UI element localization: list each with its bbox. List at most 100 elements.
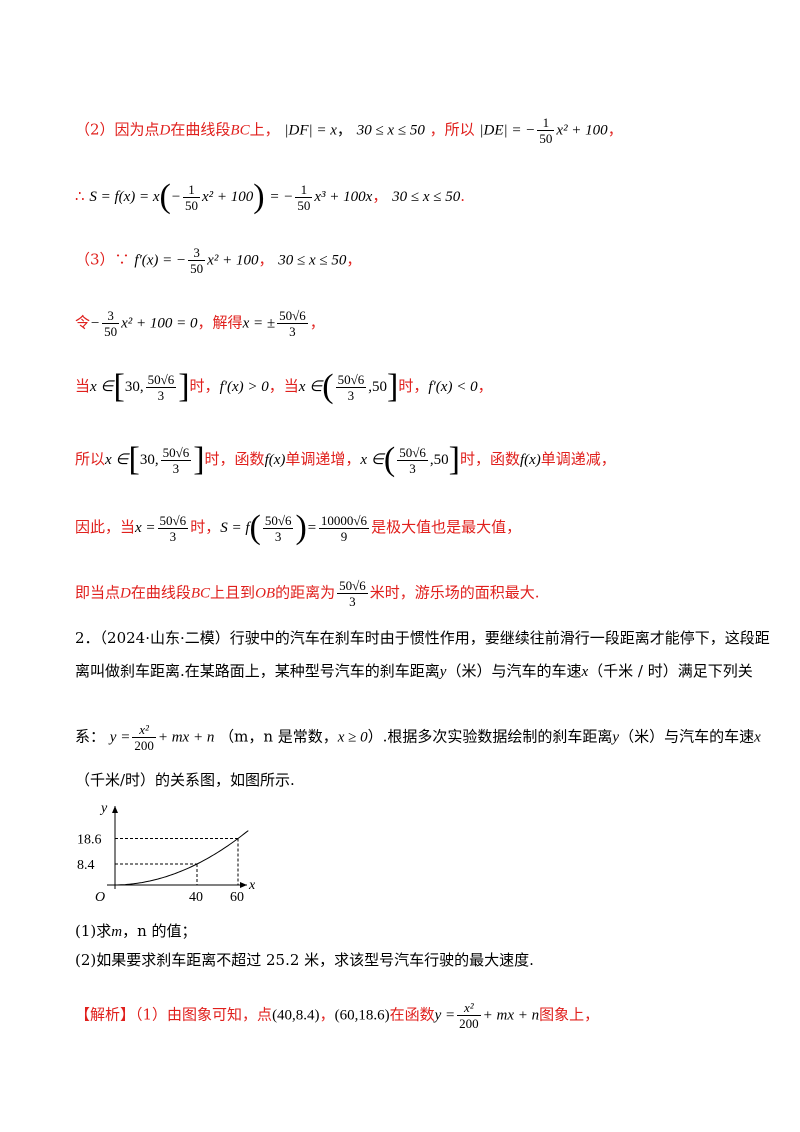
- point: (40,8.4): [272, 1007, 320, 1024]
- solution-part3-line5: 因此，当x = 50√6 3 时，S = f(50√6 3)= 10000√6 9 是极大值也…: [75, 509, 522, 546]
- problem-text: （千米 / 时）满足下列关: [588, 662, 753, 680]
- formula: f′(x) < 0: [428, 379, 478, 395]
- solution-part3-line3: 当x ∈[30, 50√6 3]时，f′(x) > 0，当x ∈(50√6 3,50]…: [75, 368, 493, 405]
- curve-series: [115, 830, 249, 886]
- problem-text: （m，n 是常数，: [219, 727, 338, 746]
- formula: f′(x) > 0: [219, 379, 269, 395]
- numerator: 3: [193, 245, 200, 260]
- analysis-tag: 【解析】: [75, 1005, 136, 1024]
- fraction: 10000√6 9: [318, 513, 370, 544]
- numerator: 50√6: [337, 371, 365, 387]
- segment-label: OB: [255, 585, 276, 602]
- denominator: 3: [335, 386, 367, 403]
- formula: 30,: [139, 452, 159, 468]
- solution-part2-line2: ∴ S = f(x) = x(− 1 50 x² + 100) = −1 50 x³ + …: [75, 178, 466, 215]
- formula: x² + 100: [202, 189, 254, 205]
- denominator: 200: [132, 737, 156, 753]
- segment-label: BC: [230, 122, 250, 139]
- text: （3）∵: [75, 250, 130, 269]
- text: ，所以: [429, 120, 475, 139]
- problem2-line4: （千米/时）的关系图，如图所示.: [75, 770, 295, 790]
- fraction: 3 50: [102, 308, 120, 339]
- numerator: 1: [188, 181, 195, 197]
- formula: x =: [135, 520, 156, 536]
- analysis-line: 【解析】（1）由图象可知，点(40,8.4)，(60,18.6)在函数y = x²…: [75, 1000, 599, 1031]
- denominator: 3: [160, 459, 192, 476]
- problem-text: （千米/时）的关系图，如图所示.: [75, 771, 295, 789]
- text: （1）由图象可知，点: [135, 1005, 273, 1024]
- x-tick-label-1: 60: [230, 890, 244, 905]
- solution-conclusion: 即当点D在曲线段BC上且到OB的距离为 50√6 3 米时，游乐场的面积最大.: [75, 578, 540, 609]
- fraction: 1 50: [183, 182, 200, 213]
- therefore-symbol: ∴: [75, 187, 85, 205]
- formula: f(x): [264, 452, 286, 468]
- point: (60,18.6): [334, 1007, 390, 1024]
- numerator: 50√6: [147, 371, 175, 387]
- numerator: 50√6: [399, 444, 426, 460]
- numerator: 50√6: [279, 308, 306, 323]
- numerator: x²: [139, 722, 149, 737]
- fraction: 50√6 3: [160, 445, 192, 476]
- denominator: 9: [318, 527, 370, 544]
- problem2-line2: 离叫做刹车距离.在某路面上，某种型号汽车的刹车距离y（米）与汽车的车速x（千米 …: [75, 661, 753, 682]
- formula: 30 ≤ x ≤ 50: [392, 189, 461, 205]
- formula: −: [170, 189, 181, 205]
- formula: f(x): [519, 452, 541, 468]
- fraction: x² 200: [132, 722, 156, 753]
- braking-distance-graph: 40 8.4 60 18.6 Ox y: [77, 801, 255, 905]
- numerator: 1: [300, 181, 308, 197]
- denominator: 3: [145, 386, 177, 403]
- formula: x² + 100: [207, 252, 259, 269]
- y-tick-label-1: 18.6: [77, 833, 102, 848]
- fraction: 50√6 3: [397, 445, 428, 476]
- text: ，当: [268, 377, 299, 395]
- problem-text: 2．（2024·山东·二模）行驶中的汽车在刹车时由于惯性作用，要继续往前滑行一段…: [75, 629, 770, 647]
- formula: x² + 100 = 0: [121, 315, 198, 332]
- formula: S = f: [220, 520, 250, 536]
- y-tick-label-0: 8.4: [77, 858, 95, 873]
- question-1: (1)求m，n 的值；: [75, 921, 197, 942]
- problem2-line3: 系： y = x² 200 + mx + n （m，n 是常数，x ≥ 0）.根据多次…: [75, 722, 761, 753]
- text: 当: [75, 377, 91, 395]
- text: 所以: [75, 450, 106, 468]
- question-2: (2)如果要求刹车距离不超过 25.2 米，求该型号汽车行驶的最大速度.: [75, 950, 534, 970]
- text: 在曲线段: [130, 583, 191, 602]
- denominator: 3: [157, 527, 189, 544]
- text: 图象上，: [539, 1005, 600, 1024]
- text: 时，: [189, 377, 220, 395]
- denominator: 50: [183, 196, 200, 213]
- variable: y: [439, 664, 447, 680]
- formula: 30,: [124, 379, 144, 395]
- formula: ,50: [368, 379, 387, 395]
- variable: y: [612, 729, 620, 746]
- formula: |DF| = x: [284, 122, 337, 139]
- x-axis-arrow: [240, 882, 247, 888]
- solution-part2-line1: （2）因为点D在曲线段BC上， |DF| = x， 30 ≤ x ≤ 50 ，所…: [75, 115, 623, 146]
- formula: f′(x) = −: [134, 252, 187, 269]
- text: 令: [75, 313, 91, 332]
- formula: x³ + 100x: [314, 189, 373, 205]
- fraction: 1 50: [537, 115, 555, 146]
- denominator: 50: [295, 196, 313, 213]
- formula: + mx + n: [157, 729, 215, 746]
- question-text: (1)求: [75, 922, 112, 940]
- text: 因此，当: [75, 518, 136, 536]
- text: 在曲线段: [170, 120, 231, 139]
- formula: y =: [109, 729, 131, 746]
- numerator: 50√6: [159, 512, 187, 528]
- formula: x ∈: [298, 379, 323, 395]
- problem2-line1: 2．（2024·山东·二模）行驶中的汽车在刹车时由于惯性作用，要继续往前滑行一段…: [75, 628, 770, 648]
- problem-text: 离叫做刹车距离.在某路面上，某种型号汽车的刹车距离: [75, 662, 440, 680]
- point-label: D: [120, 585, 131, 602]
- denominator: 200: [457, 1015, 481, 1031]
- variable: m: [111, 924, 123, 940]
- formula: y =: [434, 1007, 456, 1024]
- solution-part3-line2: 令− 3 50 x² + 100 = 0，解得x = ±50√6 3，: [75, 308, 325, 339]
- text: 在函数: [389, 1005, 435, 1024]
- denominator: 50: [188, 260, 206, 276]
- problem-text: ）.根据多次实验数据绘制的刹车距离: [367, 727, 613, 746]
- text: 时，: [190, 518, 221, 536]
- formula: x ∈: [90, 379, 114, 395]
- denominator: 3: [277, 323, 308, 339]
- numerator: x²: [464, 1000, 474, 1015]
